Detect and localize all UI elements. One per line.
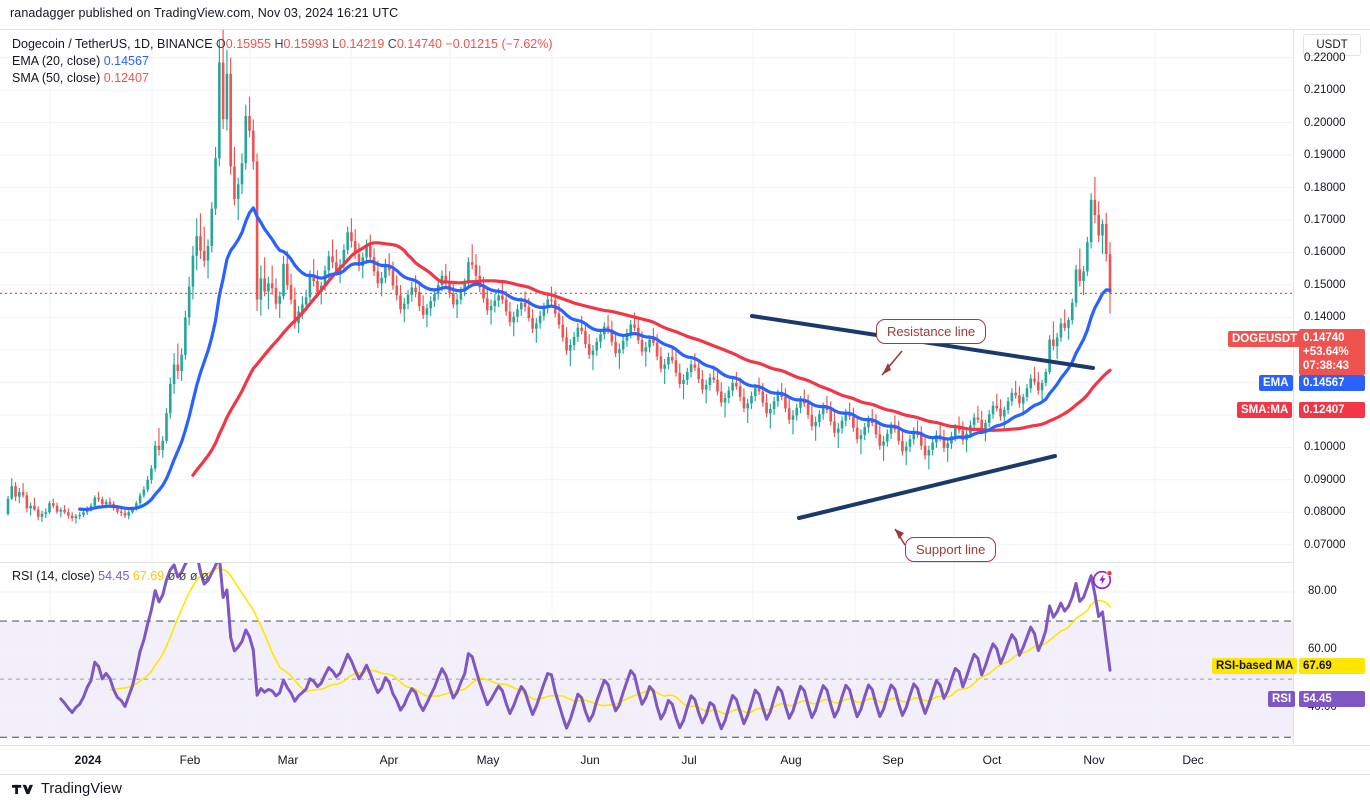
price-legend: Dogecoin / TetherUS, 1D, BINANCE O0.1595… [12, 36, 553, 87]
price-tick: 0.10000 [1304, 441, 1346, 454]
high-value: 0.15993 [283, 37, 329, 51]
rsi-tick: 60.00 [1308, 643, 1337, 656]
price-tick: 0.20000 [1304, 116, 1346, 129]
rsi-null-values: ø ø ø ø [167, 569, 209, 583]
rsi-value-badge: 54.45 [1299, 691, 1365, 707]
rsi-tick: 80.00 [1308, 585, 1337, 598]
rsi-pane[interactable] [0, 562, 1293, 746]
support-annotation[interactable]: Support line [894, 528, 997, 562]
last-price-value: 0.14740 [1303, 332, 1345, 344]
ema-legend-value: 0.14567 [103, 54, 149, 68]
price-tick: 0.14000 [1304, 311, 1346, 324]
price-tick: 0.07000 [1304, 538, 1346, 551]
price-tick: 0.08000 [1304, 506, 1346, 519]
low-label: L [332, 37, 340, 51]
price-tick: 0.21000 [1304, 84, 1346, 97]
sma-legend-title: SMA (50, close) [12, 71, 101, 85]
price-tick: 0.22000 [1304, 51, 1346, 64]
high-label: H [274, 37, 284, 51]
price-chart-svg[interactable] [0, 30, 1293, 561]
tradingview-wordmark: TradingView [41, 781, 122, 797]
sma-value-badge: 0.12407 [1299, 402, 1365, 418]
rsi-ma-value-badge: 67.69 [1299, 658, 1365, 674]
price-tick: 0.19000 [1304, 149, 1346, 162]
close-value: 0.14740 [396, 37, 442, 51]
open-value: 0.15955 [225, 37, 271, 51]
tradingview-logo-icon [12, 784, 33, 794]
rsi-legend[interactable]: RSI (14, close) 54.45 67.69 ø ø ø ø [12, 568, 209, 585]
change-value: −0.01215 [445, 37, 498, 51]
resistance-pointer [881, 350, 903, 376]
price-tick: 0.17000 [1304, 213, 1346, 226]
chart-frame: USDT 0.22000 0.21000 0.20000 0.19000 0.18000… [0, 29, 1370, 746]
time-axis-label: Sep [882, 753, 904, 767]
price-tick: 0.09000 [1304, 473, 1346, 486]
rsi-ma-tag: RSI-based MA [1212, 658, 1298, 674]
price-tick: 0.16000 [1304, 246, 1346, 259]
time-axis-label: Jul [681, 753, 697, 767]
support-pointer [894, 528, 906, 546]
lightning-bolt-icon[interactable] [1091, 567, 1115, 591]
symbol-ohlc-row: Dogecoin / TetherUS, 1D, BINANCE O0.1595… [12, 36, 553, 53]
close-label: C [387, 37, 397, 51]
time-axis-label: Aug [780, 753, 802, 767]
price-tick: 0.15000 [1304, 278, 1346, 291]
symbol-price-tag: DOGEUSDT [1228, 331, 1302, 347]
resistance-annotation[interactable]: Resistance line [876, 319, 987, 376]
time-axis-label: Jun [580, 753, 600, 767]
open-label: O [216, 37, 226, 51]
sma-legend-row[interactable]: SMA (50, close) 0.12407 [12, 70, 553, 87]
rsi-legend-title: RSI (14, close) [12, 569, 95, 583]
time-axis-label: Feb [179, 753, 201, 767]
resistance-label: Resistance line [876, 319, 987, 344]
time-axis-label: Apr [379, 753, 399, 767]
ema-legend-row[interactable]: EMA (20, close) 0.14567 [12, 53, 553, 70]
attribution-text: ranadagger published on TradingView.com,… [10, 6, 399, 20]
low-value: 0.14219 [339, 37, 385, 51]
last-change-percent: +53.64% [1303, 346, 1349, 358]
rsi-chart-svg[interactable] [0, 563, 1293, 746]
time-axis-label: 2024 [74, 753, 102, 767]
time-axis-label: Dec [1182, 753, 1204, 767]
rsi-legend-value: 54.45 [98, 569, 130, 583]
price-pane[interactable] [0, 30, 1293, 561]
symbol-title[interactable]: Dogecoin / TetherUS, 1D, BINANCE [12, 37, 213, 51]
time-axis-label: Oct [982, 753, 1002, 767]
time-axis-label: Mar [277, 753, 299, 767]
ema-tag: EMA [1259, 375, 1293, 391]
bar-countdown: 07:38:43 [1303, 360, 1350, 372]
time-axis-label: May [476, 753, 500, 767]
change-percent: (−7.62%) [501, 37, 553, 51]
sma-legend-value: 0.12407 [103, 71, 149, 85]
last-price-badge: 0.14740 +53.64% 07:38:43 [1299, 329, 1365, 375]
support-label: Support line [905, 537, 997, 562]
ema-value-badge: 0.14567 [1299, 375, 1365, 391]
sma-tag: SMA:MA [1237, 402, 1293, 418]
time-axis[interactable]: 2024 Feb Mar Apr May Jun Jul Aug Sep Oct Nov Dec [0, 745, 1370, 775]
rsi-ma-legend-value: 67.69 [132, 569, 165, 583]
footer: TradingView [12, 781, 122, 797]
rsi-legend-row: RSI (14, close) 54.45 67.69 ø ø ø ø [12, 568, 209, 585]
price-tick: 0.18000 [1304, 181, 1346, 194]
ema-legend-title: EMA (20, close) [12, 54, 101, 68]
time-axis-label: Nov [1083, 753, 1105, 767]
rsi-tag: RSI [1268, 691, 1296, 707]
scale-unit-label: USDT [1303, 34, 1361, 56]
